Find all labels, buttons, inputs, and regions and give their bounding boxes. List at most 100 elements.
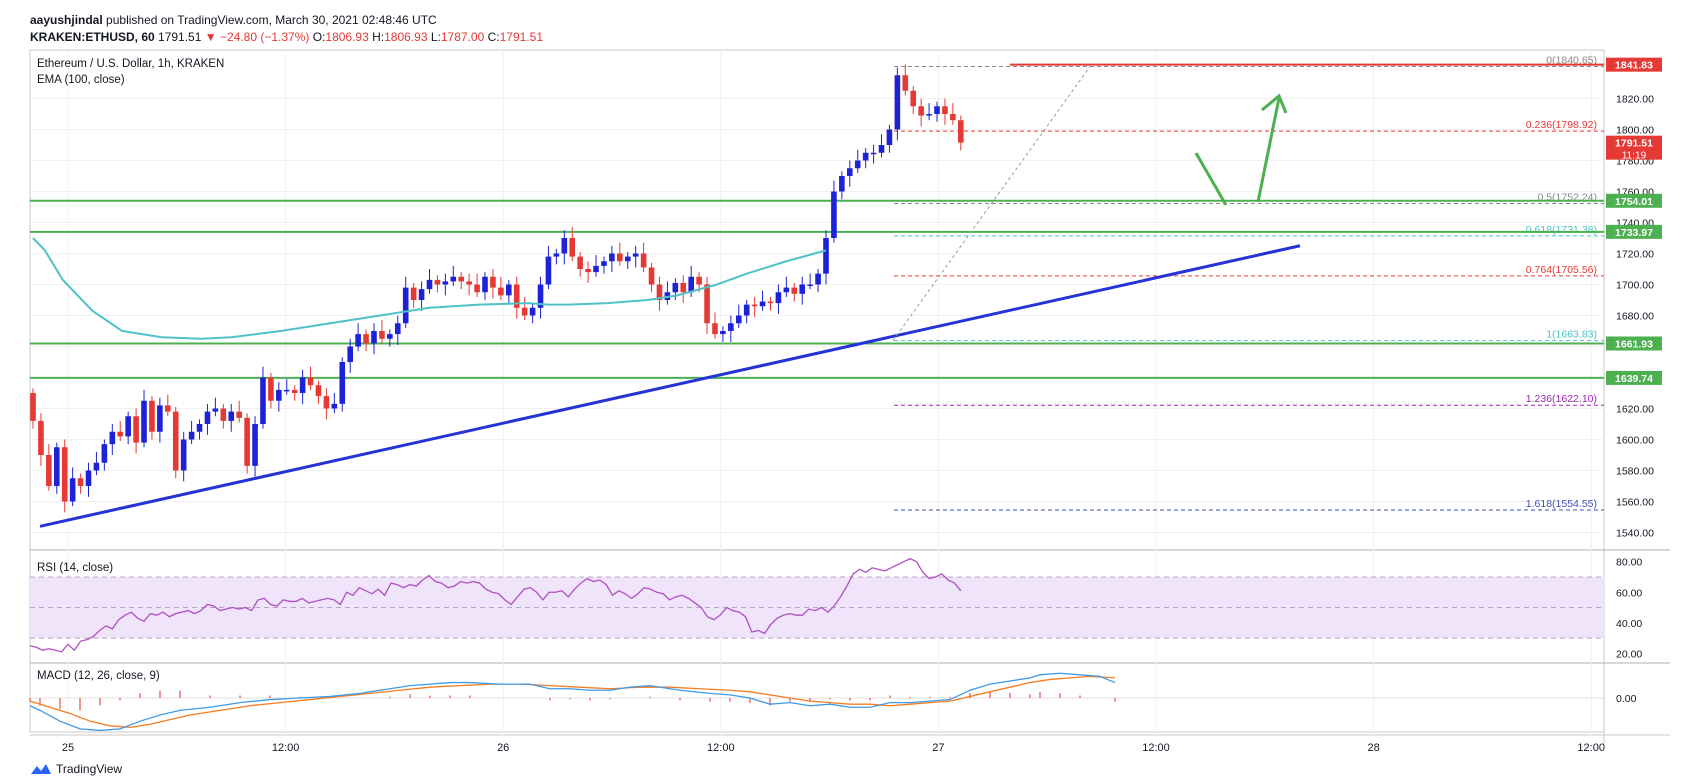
tradingview-brand: TradingView <box>56 762 123 776</box>
candle-up <box>93 462 100 471</box>
candle-up <box>831 191 837 238</box>
candle-down <box>585 269 591 273</box>
price-axis-badge-label: 1791.51 <box>1615 138 1653 150</box>
candle-down <box>704 284 710 324</box>
candle-up <box>894 75 901 130</box>
low-value: 1787.00 <box>440 30 485 44</box>
y-tick-label: 1600.00 <box>1616 435 1654 447</box>
y-tick-label: 1820.00 <box>1616 94 1654 106</box>
candle-down <box>918 106 924 116</box>
price-axis-badge <box>1606 135 1662 160</box>
ema-indicator-label[interactable]: EMA (100, close) <box>37 74 125 86</box>
candle-down <box>307 377 314 386</box>
x-tick-label: 12:00 <box>272 742 300 754</box>
candle-down <box>680 282 687 293</box>
candle-down <box>712 323 718 335</box>
candle-up <box>886 129 893 145</box>
fib-level-label: 1.618(1554.55) <box>1526 498 1597 510</box>
candle-down <box>434 279 441 285</box>
main-pane-title: Ethereum / U.S. Dollar, 1h, KRAKEN <box>37 58 225 70</box>
candle-up <box>387 334 393 339</box>
fib-level-label: 0.236(1798.92) <box>1526 119 1597 131</box>
fib-level-label: 0.618(1731.38) <box>1526 224 1597 236</box>
candle-down <box>30 393 36 421</box>
projection-arrow-head <box>1261 93 1288 114</box>
tradingview-logo[interactable]: TradingView <box>30 762 122 776</box>
candle-down <box>498 287 504 296</box>
candle-up <box>188 431 195 440</box>
price-axis-badge-label: 1754.01 <box>1615 196 1653 208</box>
price-axis-badge-label: 1841.83 <box>1615 60 1653 72</box>
candle-down <box>648 267 655 285</box>
fib-level-label: 0(1840.65) <box>1546 54 1597 66</box>
candle-down <box>379 331 385 339</box>
candle-down <box>363 334 369 344</box>
candle-down <box>315 385 322 397</box>
x-tick-label: 26 <box>497 742 509 754</box>
candle-up <box>442 281 449 285</box>
publish-date: published on TradingView.com, March 30, … <box>106 13 437 27</box>
publish-info: aayushjindal published on TradingView.co… <box>30 13 437 27</box>
candle-down <box>165 405 171 412</box>
price-axis-badge-label: 1639.74 <box>1615 373 1653 385</box>
candle-up <box>85 470 92 486</box>
high-value: 1806.93 <box>384 30 428 44</box>
candle-down <box>77 478 84 486</box>
candle-up <box>339 362 346 404</box>
candle-up <box>728 323 734 331</box>
fib-level-label: 1.236(1622.10) <box>1526 393 1597 405</box>
price-axis-badge <box>1606 370 1662 385</box>
candle-up <box>157 405 163 432</box>
candle-down <box>696 276 702 285</box>
candle-up <box>807 284 813 286</box>
rsi-tick-label: 60.00 <box>1616 587 1642 599</box>
candle-up <box>799 284 806 294</box>
candle-up <box>283 389 290 392</box>
candle-down <box>791 287 798 294</box>
candle-up <box>632 253 639 257</box>
candle-up <box>204 411 211 424</box>
ema-line <box>32 237 827 340</box>
candle-up <box>553 253 560 257</box>
open-value: 1806.93 <box>325 30 369 44</box>
low-label: L: <box>430 30 441 44</box>
price-axis-badge-label: 1733.97 <box>1615 227 1653 239</box>
price-axis-badge <box>1606 193 1662 208</box>
symbol-name[interactable]: KRAKEN:ETHUSD, 60 <box>30 30 155 44</box>
macd-line <box>29 672 1116 732</box>
candle-down <box>117 431 124 437</box>
candle-down <box>513 284 520 308</box>
projection-arrow-down <box>1194 152 1228 206</box>
candle-up <box>593 265 599 273</box>
candle-down <box>902 75 909 91</box>
rsi-indicator-label[interactable]: RSI (14, close) <box>37 562 114 574</box>
candle-up <box>609 253 615 262</box>
price-change: ▼ −24.80 (−1.37%) <box>204 30 310 44</box>
candle-up <box>759 301 766 307</box>
macd-signal-line <box>29 675 1116 729</box>
candle-down <box>474 284 480 293</box>
candle-down <box>149 400 155 432</box>
candle-up <box>545 256 552 285</box>
candle-down <box>640 253 647 268</box>
publisher-name[interactable]: aayushjindal <box>30 13 103 27</box>
y-tick-label: 1620.00 <box>1616 404 1654 416</box>
candle-down <box>410 287 417 300</box>
candle-up <box>347 346 353 362</box>
candle-up <box>418 289 425 300</box>
candle-down <box>521 307 528 316</box>
close-label: C: <box>487 30 500 44</box>
candle-up <box>529 307 536 316</box>
candle-up <box>69 478 76 502</box>
x-tick-label: 27 <box>932 742 944 754</box>
macd-indicator-label[interactable]: MACD (12, 26, close, 9) <box>37 670 160 682</box>
price-axis-badge-label: 1661.93 <box>1615 339 1653 351</box>
candle-up <box>109 431 116 445</box>
candle-up <box>482 276 488 293</box>
candle-down <box>236 411 242 418</box>
candle-up <box>276 389 282 401</box>
candle-down <box>569 238 576 257</box>
candle-up <box>846 168 853 176</box>
candle-down <box>577 256 583 269</box>
